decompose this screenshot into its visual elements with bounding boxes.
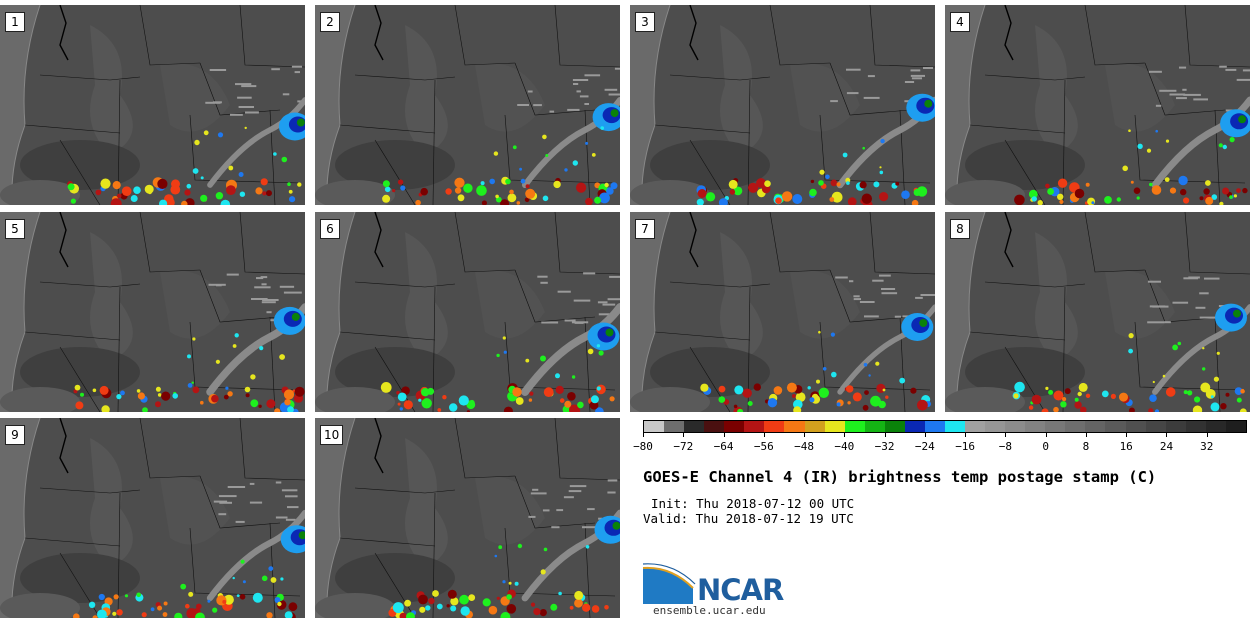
colorbar-tick-label: 16 <box>1119 440 1133 453</box>
colorbar-tick-label: −40 <box>834 440 855 453</box>
colorbar-segment <box>1225 421 1246 432</box>
colorbar-segment <box>804 421 825 432</box>
colorbar-tick <box>683 433 685 437</box>
colorbar-segment <box>724 421 745 432</box>
valid-time: Valid: Thu 2018-07-12 19 UTC <box>643 511 854 526</box>
colorbar-tick-label: −24 <box>914 440 935 453</box>
satellite-map <box>315 418 620 618</box>
panel-number: 2 <box>320 12 340 32</box>
colorbar-tick-label: −80 <box>633 440 653 453</box>
colorbar-segment <box>1105 421 1126 432</box>
postage-stamp-panel: 6 <box>315 212 620 412</box>
panel-number: 4 <box>950 12 970 32</box>
colorbar-tick <box>1005 433 1007 437</box>
panel-number: 5 <box>5 219 25 239</box>
ncar-logo-icon <box>643 563 696 604</box>
colorbar-segment <box>644 421 665 432</box>
colorbar-segment <box>824 421 845 432</box>
colorbar-tick-label: −32 <box>874 440 895 453</box>
colorbar <box>643 420 1247 433</box>
colorbar-tick <box>723 433 725 437</box>
colorbar-tick <box>1166 433 1168 437</box>
satellite-map <box>630 212 935 412</box>
colorbar-segment <box>1025 421 1046 432</box>
postage-stamp-panel: 8 <box>945 212 1250 412</box>
postage-stamp-panel: 3 <box>630 5 935 205</box>
postage-stamp-panel: 9 <box>0 418 305 618</box>
colorbar-tick <box>884 433 886 437</box>
colorbar-tick-label: 32 <box>1200 440 1214 453</box>
logo-text: NCAR <box>697 573 784 607</box>
colorbar-segment <box>884 421 905 432</box>
colorbar-segment <box>944 421 965 432</box>
colorbar-tick-label: −64 <box>713 440 734 453</box>
satellite-map <box>945 212 1250 412</box>
colorbar-segment <box>985 421 1006 432</box>
colorbar-segment <box>664 421 685 432</box>
panel-number: 1 <box>5 12 25 32</box>
satellite-map <box>0 5 305 205</box>
satellite-map <box>630 5 935 205</box>
panel-number: 7 <box>635 219 655 239</box>
colorbar-segment <box>744 421 765 432</box>
colorbar-segment <box>1165 421 1186 432</box>
colorbar-tick-label: 8 <box>1082 440 1090 453</box>
colorbar-tick-label: −48 <box>794 440 814 453</box>
postage-stamp-panel: 7 <box>630 212 935 412</box>
colorbar-tick <box>1206 433 1208 437</box>
colorbar-tick-label: −72 <box>673 440 694 453</box>
colorbar-tick-label: 0 <box>1042 440 1049 453</box>
colorbar-segment <box>1145 421 1166 432</box>
postage-stamp-panel: 1 <box>0 5 305 205</box>
colorbar-segment <box>965 421 986 432</box>
panel-number: 3 <box>635 12 655 32</box>
colorbar-tick-label: −56 <box>753 440 774 453</box>
satellite-map <box>0 418 305 618</box>
colorbar-tick <box>1045 433 1047 437</box>
colorbar-tick <box>965 433 967 437</box>
postage-stamp-panel: 4 <box>945 5 1250 205</box>
colorbar-ticks: −80 −72 −64 −56 −48 −40 −32 −24 −16 −8 0 8 16 24 32 <box>633 433 1247 453</box>
colorbar-segment <box>1085 421 1106 432</box>
colorbar-segment <box>784 421 805 432</box>
colorbar-tick <box>924 433 926 437</box>
colorbar-tick <box>1085 433 1087 437</box>
colorbar-segment <box>1065 421 1086 432</box>
panel-number: 9 <box>5 425 25 445</box>
postage-stamp-panel: 5 <box>0 212 305 412</box>
colorbar-segment <box>764 421 785 432</box>
colorbar-tick <box>643 433 644 437</box>
postage-stamp-panel: 2 <box>315 5 620 205</box>
colorbar-segment <box>844 421 865 432</box>
colorbar-segment <box>1185 421 1206 432</box>
satellite-map <box>945 5 1250 205</box>
panel-number: 8 <box>950 219 970 239</box>
satellite-map <box>315 5 620 205</box>
colorbar-segment <box>684 421 705 432</box>
colorbar-tick-label: 24 <box>1159 440 1174 453</box>
colorbar-tick-label: −16 <box>955 440 976 453</box>
colorbar-segment <box>1205 421 1226 432</box>
colorbar-tick <box>844 433 846 437</box>
panel-number: 10 <box>320 425 344 445</box>
colorbar-tick <box>763 433 765 437</box>
colorbar-segment <box>864 421 885 432</box>
chart-title: GOES-E Channel 4 (IR) brightness temp po… <box>643 468 1157 486</box>
colorbar-tick <box>804 433 806 437</box>
colorbar-segment <box>904 421 925 432</box>
satellite-map <box>315 212 620 412</box>
satellite-map <box>0 212 305 412</box>
postage-stamp-panel: 10 <box>315 418 620 618</box>
colorbar-segment <box>924 421 945 432</box>
init-time: Init: Thu 2018-07-12 00 UTC <box>651 496 855 511</box>
colorbar-tick-label: −8 <box>998 440 1013 453</box>
colorbar-segment <box>1005 421 1026 432</box>
colorbar-segment <box>1045 421 1066 432</box>
colorbar-segment <box>1125 421 1146 432</box>
panel-number: 6 <box>320 219 340 239</box>
colorbar-tick <box>1126 433 1128 437</box>
logo-url: ensemble.ucar.edu <box>653 604 766 617</box>
colorbar-segment <box>704 421 725 432</box>
